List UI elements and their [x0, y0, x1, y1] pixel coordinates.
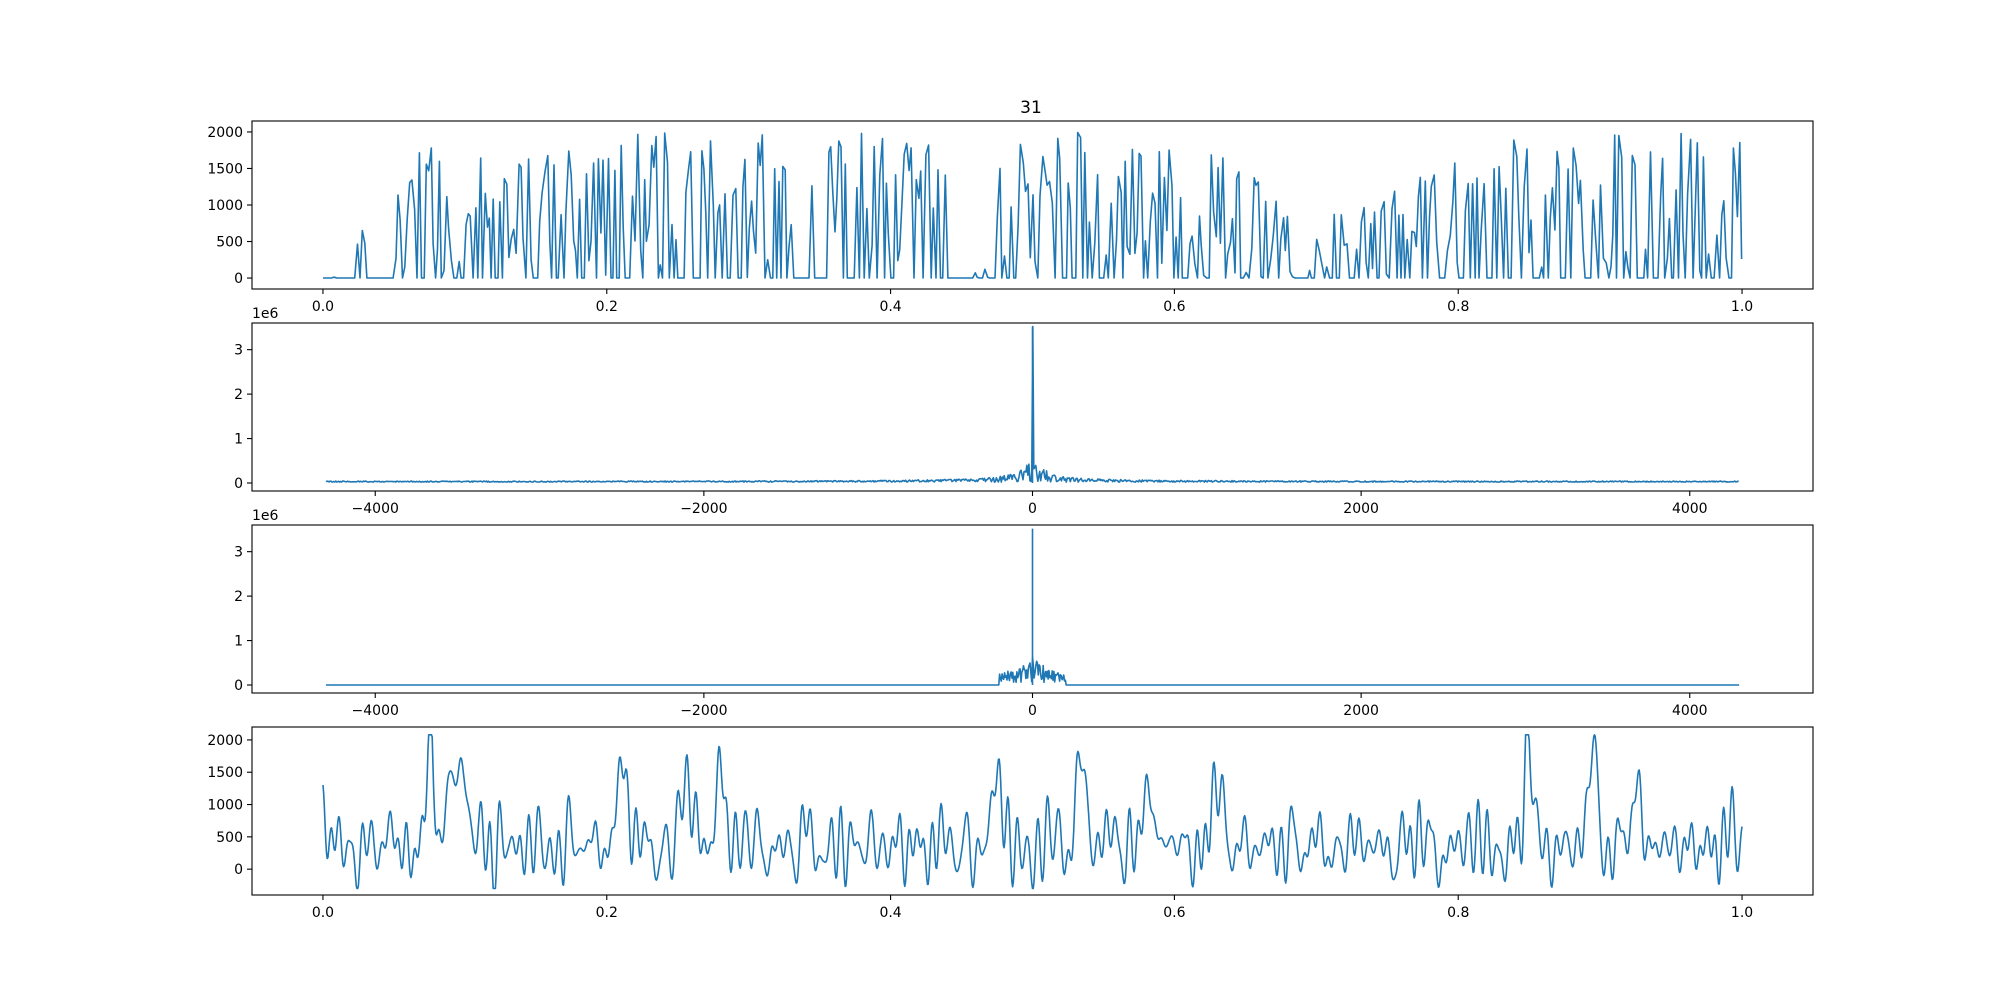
filtered-spectrum-y-tick-label: 1	[234, 634, 243, 650]
time-signal-x-tick-label: 1.0	[1731, 299, 1753, 315]
fft-spectrum-y-tick-label: 0	[234, 476, 243, 492]
filtered-spectrum-offset-label: 1e6	[252, 508, 279, 524]
panel-filtered-spectrum: −4000 −2000 0 2000 4000 0 1 2 3 1e6	[234, 508, 1814, 719]
panel-time-signal: 0.0 0.2 0.4 0.6 0.8 1.0 0 500 1000 1500 2000	[207, 120, 1814, 315]
fft-spectrum-x-tick-label: 0	[1028, 501, 1037, 517]
reconstructed-signal-y-tick-label: 0	[234, 862, 243, 878]
reconstructed-signal-x-tick-label: 1.0	[1731, 905, 1753, 921]
filtered-spectrum-x-tick-label: −4000	[352, 703, 399, 719]
fft-spectrum-x-tick-label: −4000	[352, 501, 399, 517]
reconstructed-signal-x-tick-label: 0.4	[879, 905, 901, 921]
fft-spectrum-offset-label: 1e6	[252, 306, 279, 322]
time-signal-y-tick-label: 2000	[207, 125, 243, 141]
time-signal-y-tick-label: 0	[234, 271, 243, 287]
reconstructed-signal-y-tick-label: 1500	[207, 765, 243, 781]
reconstructed-signal-x-tick-label: 0.6	[1163, 905, 1185, 921]
fft-spectrum-y-tick-label: 1	[234, 432, 243, 448]
reconstructed-signal-y-tick-label: 500	[216, 830, 243, 846]
filtered-spectrum-x-tick-label: 4000	[1672, 703, 1708, 719]
fft-spectrum-x-tick-label: −2000	[680, 501, 727, 517]
fft-spectrum-y-tick-label: 3	[234, 343, 243, 359]
time-signal-ticks: 0.0 0.2 0.4 0.6 0.8 1.0 0 500 1000 1500 2000	[207, 125, 1753, 315]
panel-fft-spectrum: −4000 −2000 0 2000 4000 0 1 2 3 1e6	[234, 306, 1814, 517]
reconstructed-signal-y-tick-label: 1000	[207, 798, 243, 814]
fft-spectrum-ticks: −4000 −2000 0 2000 4000 0 1 2 3	[234, 343, 1708, 517]
reconstructed-signal-plot	[322, 734, 1743, 890]
time-signal-x-tick-label: 0.0	[312, 299, 334, 315]
reconstructed-signal-x-tick-label: 0.2	[596, 905, 618, 921]
reconstructed-signal-ticks: 0.0 0.2 0.4 0.6 0.8 1.0 0 500 1000 1500 2000	[207, 733, 1753, 921]
fft-spectrum-line	[325, 325, 1739, 483]
filtered-spectrum-x-tick-label: 2000	[1343, 703, 1379, 719]
time-signal-plot	[323, 131, 1743, 279]
reconstructed-signal-x-tick-label: 0.0	[312, 905, 334, 921]
time-signal-x-tick-label: 0.8	[1447, 299, 1469, 315]
filtered-spectrum-ticks: −4000 −2000 0 2000 4000 0 1 2 3	[234, 545, 1708, 719]
time-signal-line	[323, 131, 1743, 279]
fft-spectrum-x-tick-label: 4000	[1672, 501, 1708, 517]
fft-spectrum-plot	[325, 325, 1739, 483]
panel-reconstructed-signal: 0.0 0.2 0.4 0.6 0.8 1.0 0 500 1000 1500 2000	[207, 726, 1814, 921]
time-signal-x-tick-label: 0.6	[1163, 299, 1185, 315]
figure-title: 31	[1020, 98, 1042, 118]
reconstructed-signal-y-tick-label: 2000	[207, 733, 243, 749]
reconstructed-signal-line	[322, 734, 1743, 890]
time-signal-y-tick-label: 1500	[207, 161, 243, 177]
filtered-spectrum-line	[325, 528, 1740, 686]
filtered-spectrum-y-tick-label: 0	[234, 678, 243, 694]
filtered-spectrum-y-tick-label: 2	[234, 589, 243, 605]
time-signal-y-tick-label: 1000	[207, 198, 243, 214]
time-signal-y-tick-label: 500	[216, 235, 243, 251]
filtered-spectrum-y-tick-label: 3	[234, 545, 243, 561]
filtered-spectrum-plot	[325, 528, 1740, 686]
filtered-spectrum-x-tick-label: −2000	[680, 703, 727, 719]
time-signal-x-tick-label: 0.4	[879, 299, 901, 315]
fft-spectrum-x-tick-label: 2000	[1343, 501, 1379, 517]
filtered-spectrum-x-tick-label: 0	[1028, 703, 1037, 719]
reconstructed-signal-axes-frame	[251, 726, 1814, 896]
fft-spectrum-y-tick-label: 2	[234, 387, 243, 403]
time-signal-x-tick-label: 0.2	[596, 299, 618, 315]
reconstructed-signal-x-tick-label: 0.8	[1447, 905, 1469, 921]
